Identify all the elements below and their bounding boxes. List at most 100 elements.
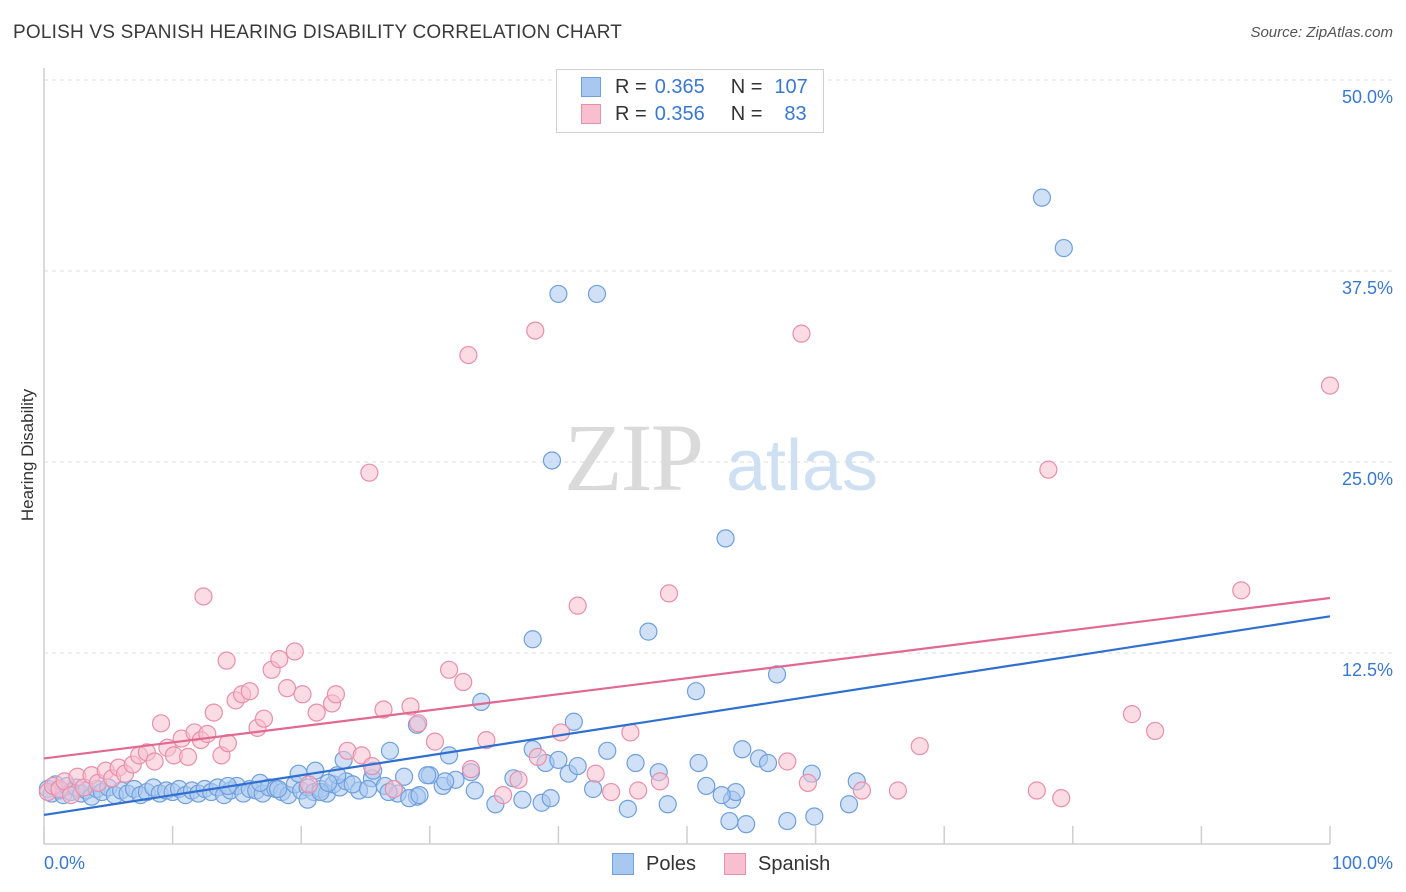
poles-point <box>1032 188 1052 207</box>
spanish-point <box>198 724 217 744</box>
poles-point <box>439 746 459 765</box>
poles-point <box>584 779 603 799</box>
spanish-n-value: 83 <box>784 102 807 125</box>
spanish-point <box>360 463 379 482</box>
poles-point <box>564 712 583 731</box>
spanish-point <box>1027 781 1046 800</box>
spanish-point <box>659 584 679 603</box>
spanish-point <box>425 732 445 751</box>
poles-point <box>549 750 568 770</box>
poles-legend-swatch <box>612 853 634 875</box>
spanish-point <box>293 685 312 704</box>
poles-point <box>358 779 378 799</box>
spanish-point <box>629 781 648 800</box>
spanish-point <box>1039 460 1058 479</box>
poles-point <box>472 692 491 711</box>
poles-point <box>639 622 658 641</box>
chart-title: POLISH VS SPANISH HEARING DISABILITY COR… <box>13 22 623 43</box>
spanish-point <box>374 700 393 719</box>
y-tick-label: 37.5% <box>1342 278 1393 298</box>
y-tick-label: 12.5% <box>1342 660 1393 680</box>
spanish-point <box>459 345 478 365</box>
spanish-point <box>254 709 274 728</box>
spanish-point <box>1320 376 1340 395</box>
spanish-point <box>454 672 473 692</box>
spanish-point <box>526 321 545 340</box>
spanish-point <box>1232 581 1251 600</box>
poles-point <box>712 786 731 805</box>
spanish-point <box>151 714 171 733</box>
poles-r-value: 0.365 <box>654 75 705 98</box>
spanish-point <box>910 737 929 756</box>
poles-point <box>380 741 400 760</box>
poles-point <box>805 807 824 826</box>
poles-point <box>720 811 739 831</box>
poles-point <box>394 767 414 786</box>
spanish-point <box>299 775 319 794</box>
poles-point <box>549 284 568 304</box>
poles-point <box>268 779 288 799</box>
spanish-point <box>409 714 428 733</box>
poles-point <box>716 529 735 548</box>
legend-row-spanish: R = 0.356 N = 83 <box>581 102 807 126</box>
spanish-point <box>439 660 459 679</box>
legend-row-poles: R = 0.365 N = 107 <box>581 75 808 99</box>
spanish-point <box>650 772 670 791</box>
x-tick-label: 100.0% <box>1332 853 1393 873</box>
poles-point <box>839 795 859 814</box>
poles-point <box>542 451 562 470</box>
poles-point <box>410 786 429 805</box>
poles-point <box>618 799 637 818</box>
spanish-point <box>494 786 513 805</box>
poles-point <box>523 630 542 649</box>
spanish-point <box>194 587 213 606</box>
spanish-point <box>1146 721 1165 741</box>
spanish-r-value: 0.356 <box>654 102 705 125</box>
spanish-point <box>551 723 571 742</box>
spanish-point <box>528 747 547 767</box>
poles-legend-label: Poles <box>646 852 697 875</box>
n-label: N = <box>730 75 763 98</box>
watermark-atlas: atlas <box>726 426 878 506</box>
spanish-point <box>1122 705 1142 724</box>
spanish-point <box>798 773 817 792</box>
poles-point <box>686 682 706 701</box>
spanish-point <box>1052 789 1071 808</box>
poles-point <box>465 781 484 800</box>
spanish-point <box>285 642 304 661</box>
spanish-point <box>277 679 297 698</box>
spanish-point <box>509 770 528 789</box>
poles-point <box>689 753 708 773</box>
source-label: Source: ZipAtlas.com <box>1250 24 1393 41</box>
spanish-point <box>384 779 403 799</box>
poles-point <box>737 815 756 834</box>
spanish-point <box>621 723 640 742</box>
poles-point <box>1054 238 1073 258</box>
spanish-point <box>852 781 871 800</box>
spanish-point <box>240 682 259 701</box>
poles-point <box>418 766 437 785</box>
poles-point <box>697 776 716 796</box>
spanish-point <box>586 764 605 783</box>
spanish-point <box>178 747 198 767</box>
y-tick-label: 25.0% <box>1342 469 1393 489</box>
spanish-swatch <box>581 104 601 124</box>
spanish-point <box>602 782 621 802</box>
poles-point <box>568 756 587 776</box>
spanish-point <box>888 781 908 800</box>
spanish-point <box>307 703 326 722</box>
stats-legend: R = 0.365 N = 107 R = 0.356 N = 83 <box>556 69 824 133</box>
spanish-point <box>145 752 164 771</box>
poles-swatch <box>581 77 601 97</box>
poles-point <box>733 740 752 759</box>
poles-point <box>598 741 617 760</box>
poles-point <box>626 753 645 773</box>
spanish-point <box>217 651 236 670</box>
n-label: N = <box>730 102 763 125</box>
r-label: R = <box>615 75 647 98</box>
r-label: R = <box>615 102 647 125</box>
spanish-point <box>568 596 587 615</box>
poles-point <box>587 284 607 304</box>
poles-point <box>658 795 677 814</box>
